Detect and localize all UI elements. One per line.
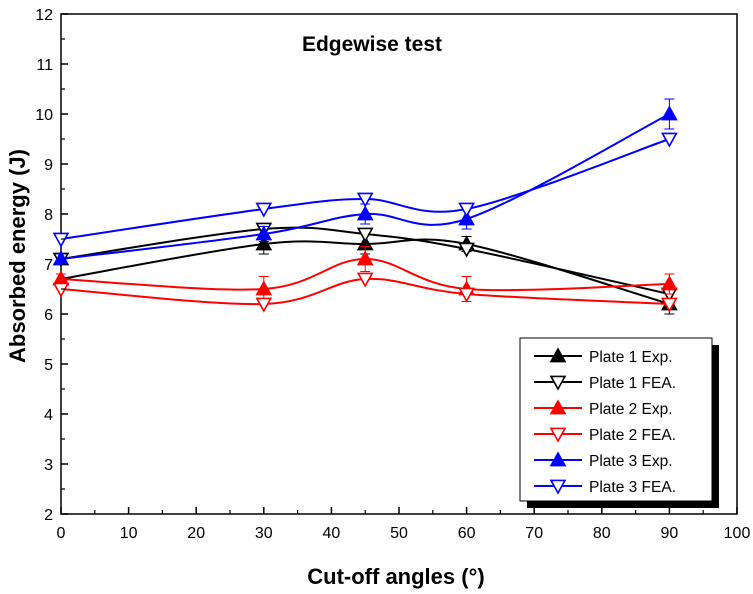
y-tick-label: 6 bbox=[44, 307, 53, 324]
data-point bbox=[356, 205, 374, 221]
data-point bbox=[458, 287, 475, 303]
series-4 bbox=[52, 272, 678, 313]
legend-marker bbox=[549, 399, 567, 415]
legend-marker bbox=[549, 347, 567, 363]
x-tick-label: 20 bbox=[187, 525, 205, 542]
data-point bbox=[458, 202, 475, 218]
x-tick-label: 30 bbox=[255, 525, 273, 542]
y-tick-label: 2 bbox=[44, 507, 53, 524]
data-point bbox=[356, 250, 374, 266]
data-point bbox=[458, 242, 475, 258]
legend-marker bbox=[549, 427, 567, 443]
data-point bbox=[661, 105, 678, 121]
legend-marker bbox=[549, 451, 567, 467]
data-point bbox=[356, 227, 374, 243]
y-tick-label: 11 bbox=[36, 57, 53, 74]
data-point bbox=[255, 202, 273, 218]
data-point bbox=[661, 275, 678, 291]
legend-label: Plate 1 Exp. bbox=[589, 349, 673, 366]
legend: Plate 1 Exp. Plate 1 FEA. Plate 2 Exp. Plat… bbox=[519, 337, 719, 508]
x-tick-label: 100 bbox=[724, 525, 751, 542]
data-point bbox=[661, 297, 678, 313]
data-point bbox=[255, 297, 273, 313]
y-tick-label: 5 bbox=[44, 357, 53, 374]
legend-box bbox=[519, 337, 713, 502]
data-point bbox=[356, 192, 374, 208]
x-tick-label: 80 bbox=[593, 525, 611, 542]
data-point bbox=[52, 282, 70, 298]
series-5 bbox=[52, 98, 678, 266]
x-tick-label: 10 bbox=[120, 525, 138, 542]
legend-label: Plate 3 FEA. bbox=[589, 479, 676, 496]
x-tick-label: 40 bbox=[323, 525, 341, 542]
x-tick-label: 0 bbox=[57, 525, 66, 542]
y-tick-label: 10 bbox=[35, 107, 53, 124]
y-axis-title: Absorbed energy (J) bbox=[5, 149, 30, 363]
data-point bbox=[255, 225, 273, 241]
x-tick-label: 50 bbox=[390, 525, 408, 542]
y-tick-label: 12 bbox=[35, 7, 53, 24]
x-tick-label: 60 bbox=[458, 525, 476, 542]
x-tick-label: 90 bbox=[661, 525, 679, 542]
legend-marker bbox=[549, 375, 567, 391]
data-point bbox=[52, 232, 70, 248]
series-layer bbox=[52, 98, 678, 315]
y-tick-label: 9 bbox=[44, 157, 53, 174]
legend-marker bbox=[549, 479, 567, 495]
x-tick-label: 70 bbox=[525, 525, 543, 542]
y-tick-label: 7 bbox=[44, 257, 53, 274]
data-point bbox=[458, 210, 475, 226]
legend-label: Plate 3 Exp. bbox=[589, 453, 673, 470]
x-axis-title: Cut-off angles (°) bbox=[307, 564, 484, 589]
data-point bbox=[661, 132, 678, 148]
y-tick-label: 8 bbox=[44, 207, 53, 224]
y-tick-label: 4 bbox=[44, 407, 53, 424]
y-tick-label: 3 bbox=[44, 457, 53, 474]
series-6 bbox=[52, 132, 678, 248]
data-point bbox=[255, 235, 273, 251]
legend-entries: Plate 1 Exp. Plate 1 FEA. Plate 2 Exp. Plat… bbox=[534, 347, 676, 496]
ticks-layer: 0 10 20 30 40 50 60 70 80 90 100 2 3 4 5 6 7 8 9 10 11 12 bbox=[35, 7, 750, 542]
chart-title: Edgewise test bbox=[302, 33, 442, 56]
legend-label: Plate 2 Exp. bbox=[589, 401, 673, 418]
data-point bbox=[356, 272, 374, 288]
legend-label: Plate 1 FEA. bbox=[589, 375, 676, 392]
data-point bbox=[255, 280, 273, 296]
legend-label: Plate 2 FEA. bbox=[589, 427, 676, 444]
